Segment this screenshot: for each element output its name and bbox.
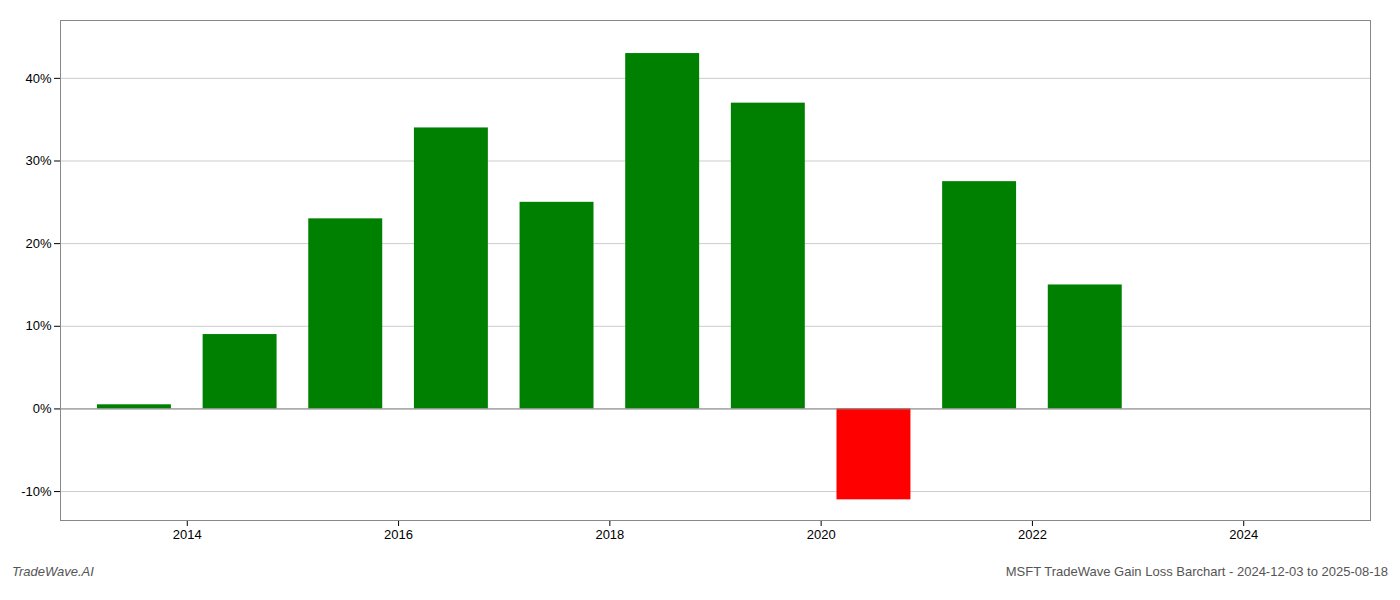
- svg-text:2014: 2014: [173, 527, 202, 542]
- svg-text:2024: 2024: [1229, 527, 1258, 542]
- svg-text:40%: 40%: [25, 71, 51, 86]
- svg-text:2018: 2018: [595, 527, 624, 542]
- svg-text:30%: 30%: [25, 153, 51, 168]
- svg-text:2022: 2022: [1018, 527, 1047, 542]
- html-text:TradeWave.AI: TradeWave.AI: [12, 564, 94, 579]
- svg-text:2020: 2020: [807, 527, 836, 542]
- svg-text:0%: 0%: [33, 401, 52, 416]
- svg-text:2016: 2016: [384, 527, 413, 542]
- html-text:MSFT TradeWave Gain Loss Barch: MSFT TradeWave Gain Loss Barchart - 2024…: [1005, 564, 1388, 579]
- svg-text:20%: 20%: [25, 236, 51, 251]
- svg-text:-10%: -10%: [21, 484, 52, 499]
- svg-text:10%: 10%: [25, 318, 51, 333]
